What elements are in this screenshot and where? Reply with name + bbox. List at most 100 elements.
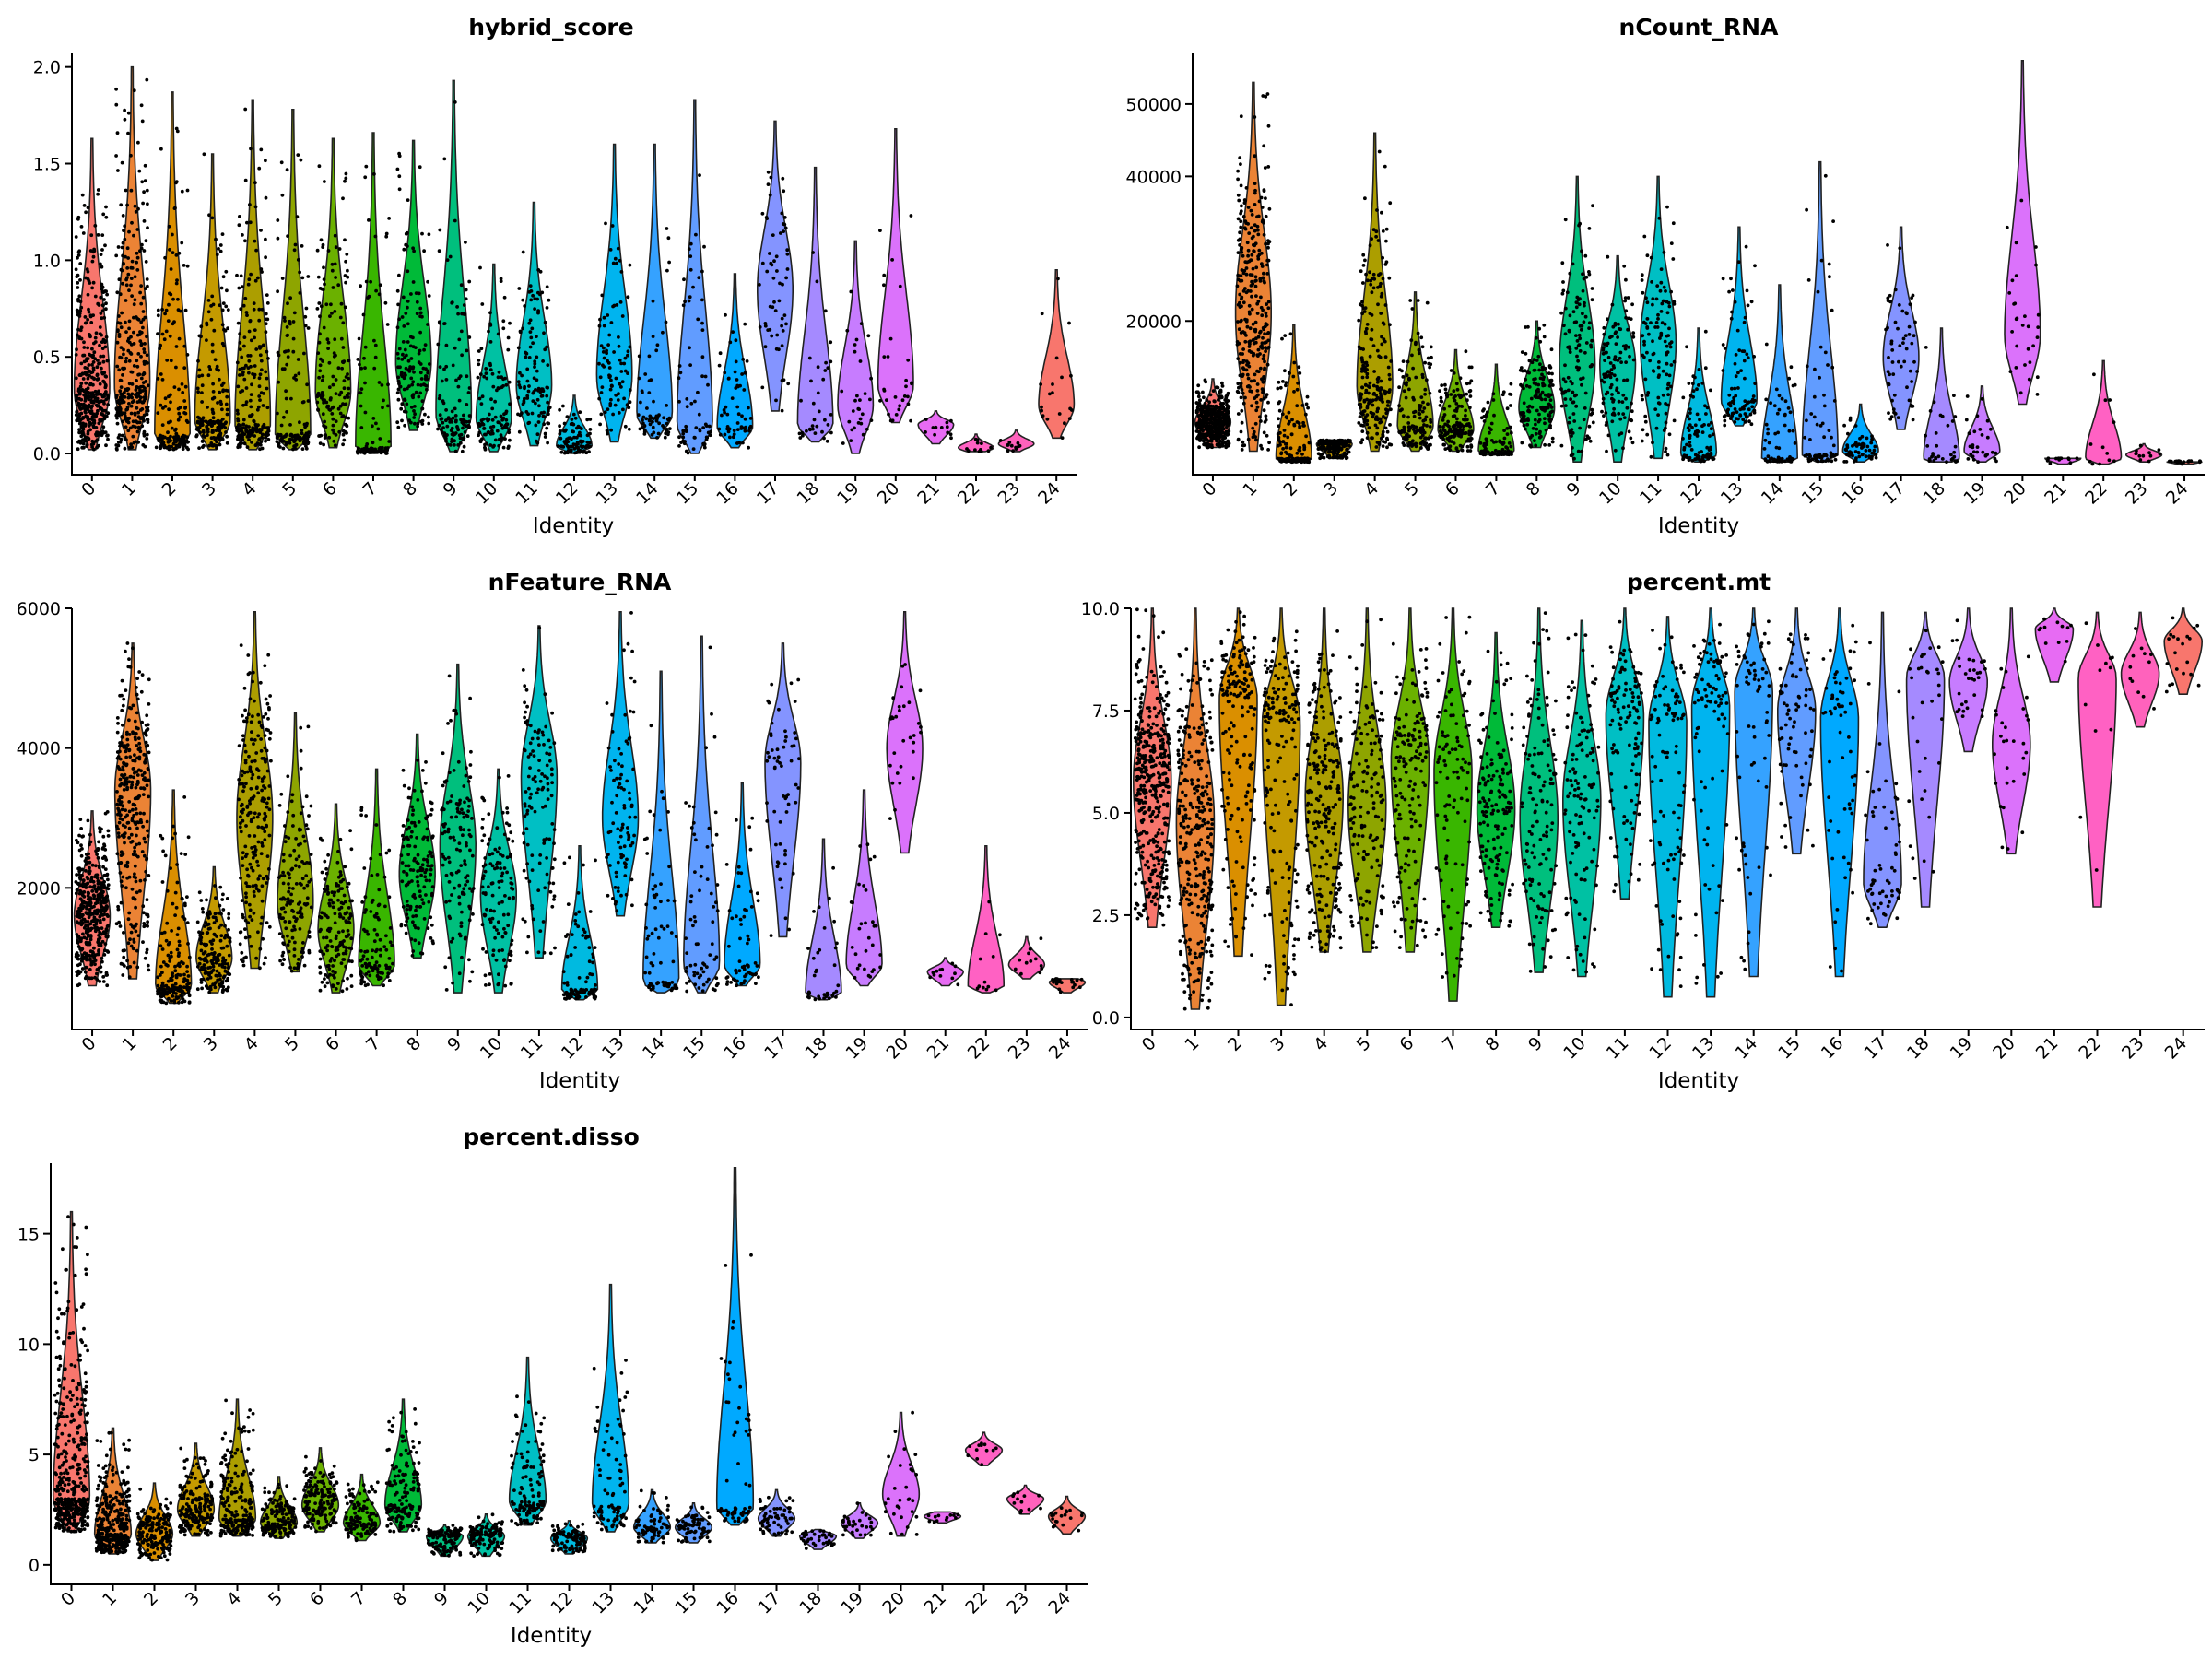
- data-point: [344, 176, 348, 181]
- data-point: [1465, 439, 1469, 443]
- data-point: [245, 445, 250, 449]
- data-point: [128, 426, 133, 430]
- data-point: [1207, 424, 1212, 429]
- data-point: [462, 303, 466, 307]
- data-point: [1484, 437, 1488, 441]
- data-point: [461, 436, 465, 441]
- data-point: [1281, 447, 1285, 451]
- data-point: [120, 400, 124, 405]
- y-tick-label: 0.0: [33, 444, 61, 465]
- data-point: [1527, 404, 1532, 408]
- data-point: [483, 432, 487, 437]
- data-point: [1371, 286, 1376, 290]
- data-point: [1041, 414, 1045, 418]
- data-point: [127, 359, 132, 363]
- data-point: [528, 284, 533, 288]
- data-point: [222, 327, 226, 332]
- data-point: [121, 281, 124, 286]
- data-point: [1446, 430, 1450, 435]
- data-point: [437, 249, 441, 253]
- data-point: [126, 111, 131, 115]
- data-point: [667, 416, 672, 420]
- data-point: [259, 368, 264, 372]
- data-point: [688, 363, 692, 367]
- data-point: [611, 261, 616, 265]
- data-point: [1209, 407, 1214, 412]
- data-point: [142, 350, 147, 355]
- data-point: [1295, 404, 1300, 408]
- data-point: [248, 398, 253, 403]
- data-point: [1199, 428, 1204, 431]
- data-point: [210, 294, 215, 299]
- data-point: [86, 269, 90, 274]
- data-point: [1254, 336, 1258, 341]
- data-point: [132, 364, 136, 368]
- data-point: [1238, 292, 1242, 297]
- data-point: [454, 378, 458, 382]
- data-point: [1283, 334, 1288, 337]
- data-point: [490, 371, 495, 376]
- data-point: [248, 414, 252, 418]
- data-point: [576, 424, 581, 429]
- data-point: [558, 407, 561, 412]
- data-point: [79, 361, 84, 366]
- data-point: [127, 326, 132, 331]
- data-point: [413, 412, 417, 417]
- data-point: [528, 330, 533, 334]
- data-point: [97, 361, 100, 366]
- data-point: [1367, 400, 1371, 405]
- data-point: [1533, 439, 1536, 442]
- data-point: [535, 297, 539, 301]
- data-point: [1401, 375, 1406, 379]
- data-point: [735, 405, 740, 409]
- data-point: [397, 174, 402, 179]
- data-point: [338, 404, 343, 408]
- data-point: [166, 420, 171, 425]
- data-point: [545, 285, 549, 289]
- data-point: [321, 359, 324, 363]
- data-point: [1524, 383, 1529, 388]
- data-point: [306, 441, 310, 446]
- data-point: [418, 348, 422, 353]
- data-point: [1218, 444, 1221, 449]
- data-point: [869, 376, 873, 381]
- data-point: [266, 357, 270, 360]
- data-point: [327, 360, 332, 365]
- data-point: [653, 416, 658, 420]
- data-point: [718, 432, 723, 437]
- data-point: [457, 398, 462, 403]
- data-point: [1202, 434, 1206, 438]
- data-point: [136, 372, 141, 377]
- data-point: [453, 443, 456, 447]
- data-point: [132, 88, 136, 93]
- data-point: [225, 407, 229, 412]
- data-point: [1543, 417, 1547, 421]
- data-point: [858, 417, 863, 421]
- data-point: [244, 400, 249, 404]
- data-point: [276, 434, 280, 439]
- data-point: [535, 432, 540, 437]
- data-point: [1244, 272, 1249, 276]
- data-point: [1196, 426, 1200, 430]
- data-point: [491, 445, 495, 449]
- data-point: [374, 449, 379, 453]
- data-point: [91, 360, 96, 364]
- data-point: [293, 242, 298, 247]
- data-point: [1262, 408, 1266, 413]
- x-tick-label: 22: [954, 478, 984, 509]
- data-point: [369, 279, 372, 284]
- data-point: [1377, 441, 1382, 444]
- data-point: [628, 388, 632, 393]
- data-point: [142, 395, 147, 399]
- data-point: [371, 417, 376, 420]
- data-point: [1202, 424, 1206, 428]
- data-point: [479, 402, 484, 406]
- data-point: [1266, 448, 1270, 452]
- data-point: [343, 305, 347, 310]
- data-point: [373, 234, 378, 239]
- data-point: [127, 394, 132, 399]
- data-point: [146, 420, 150, 424]
- data-point: [523, 386, 526, 391]
- data-point: [1560, 291, 1565, 296]
- data-point: [1527, 409, 1532, 414]
